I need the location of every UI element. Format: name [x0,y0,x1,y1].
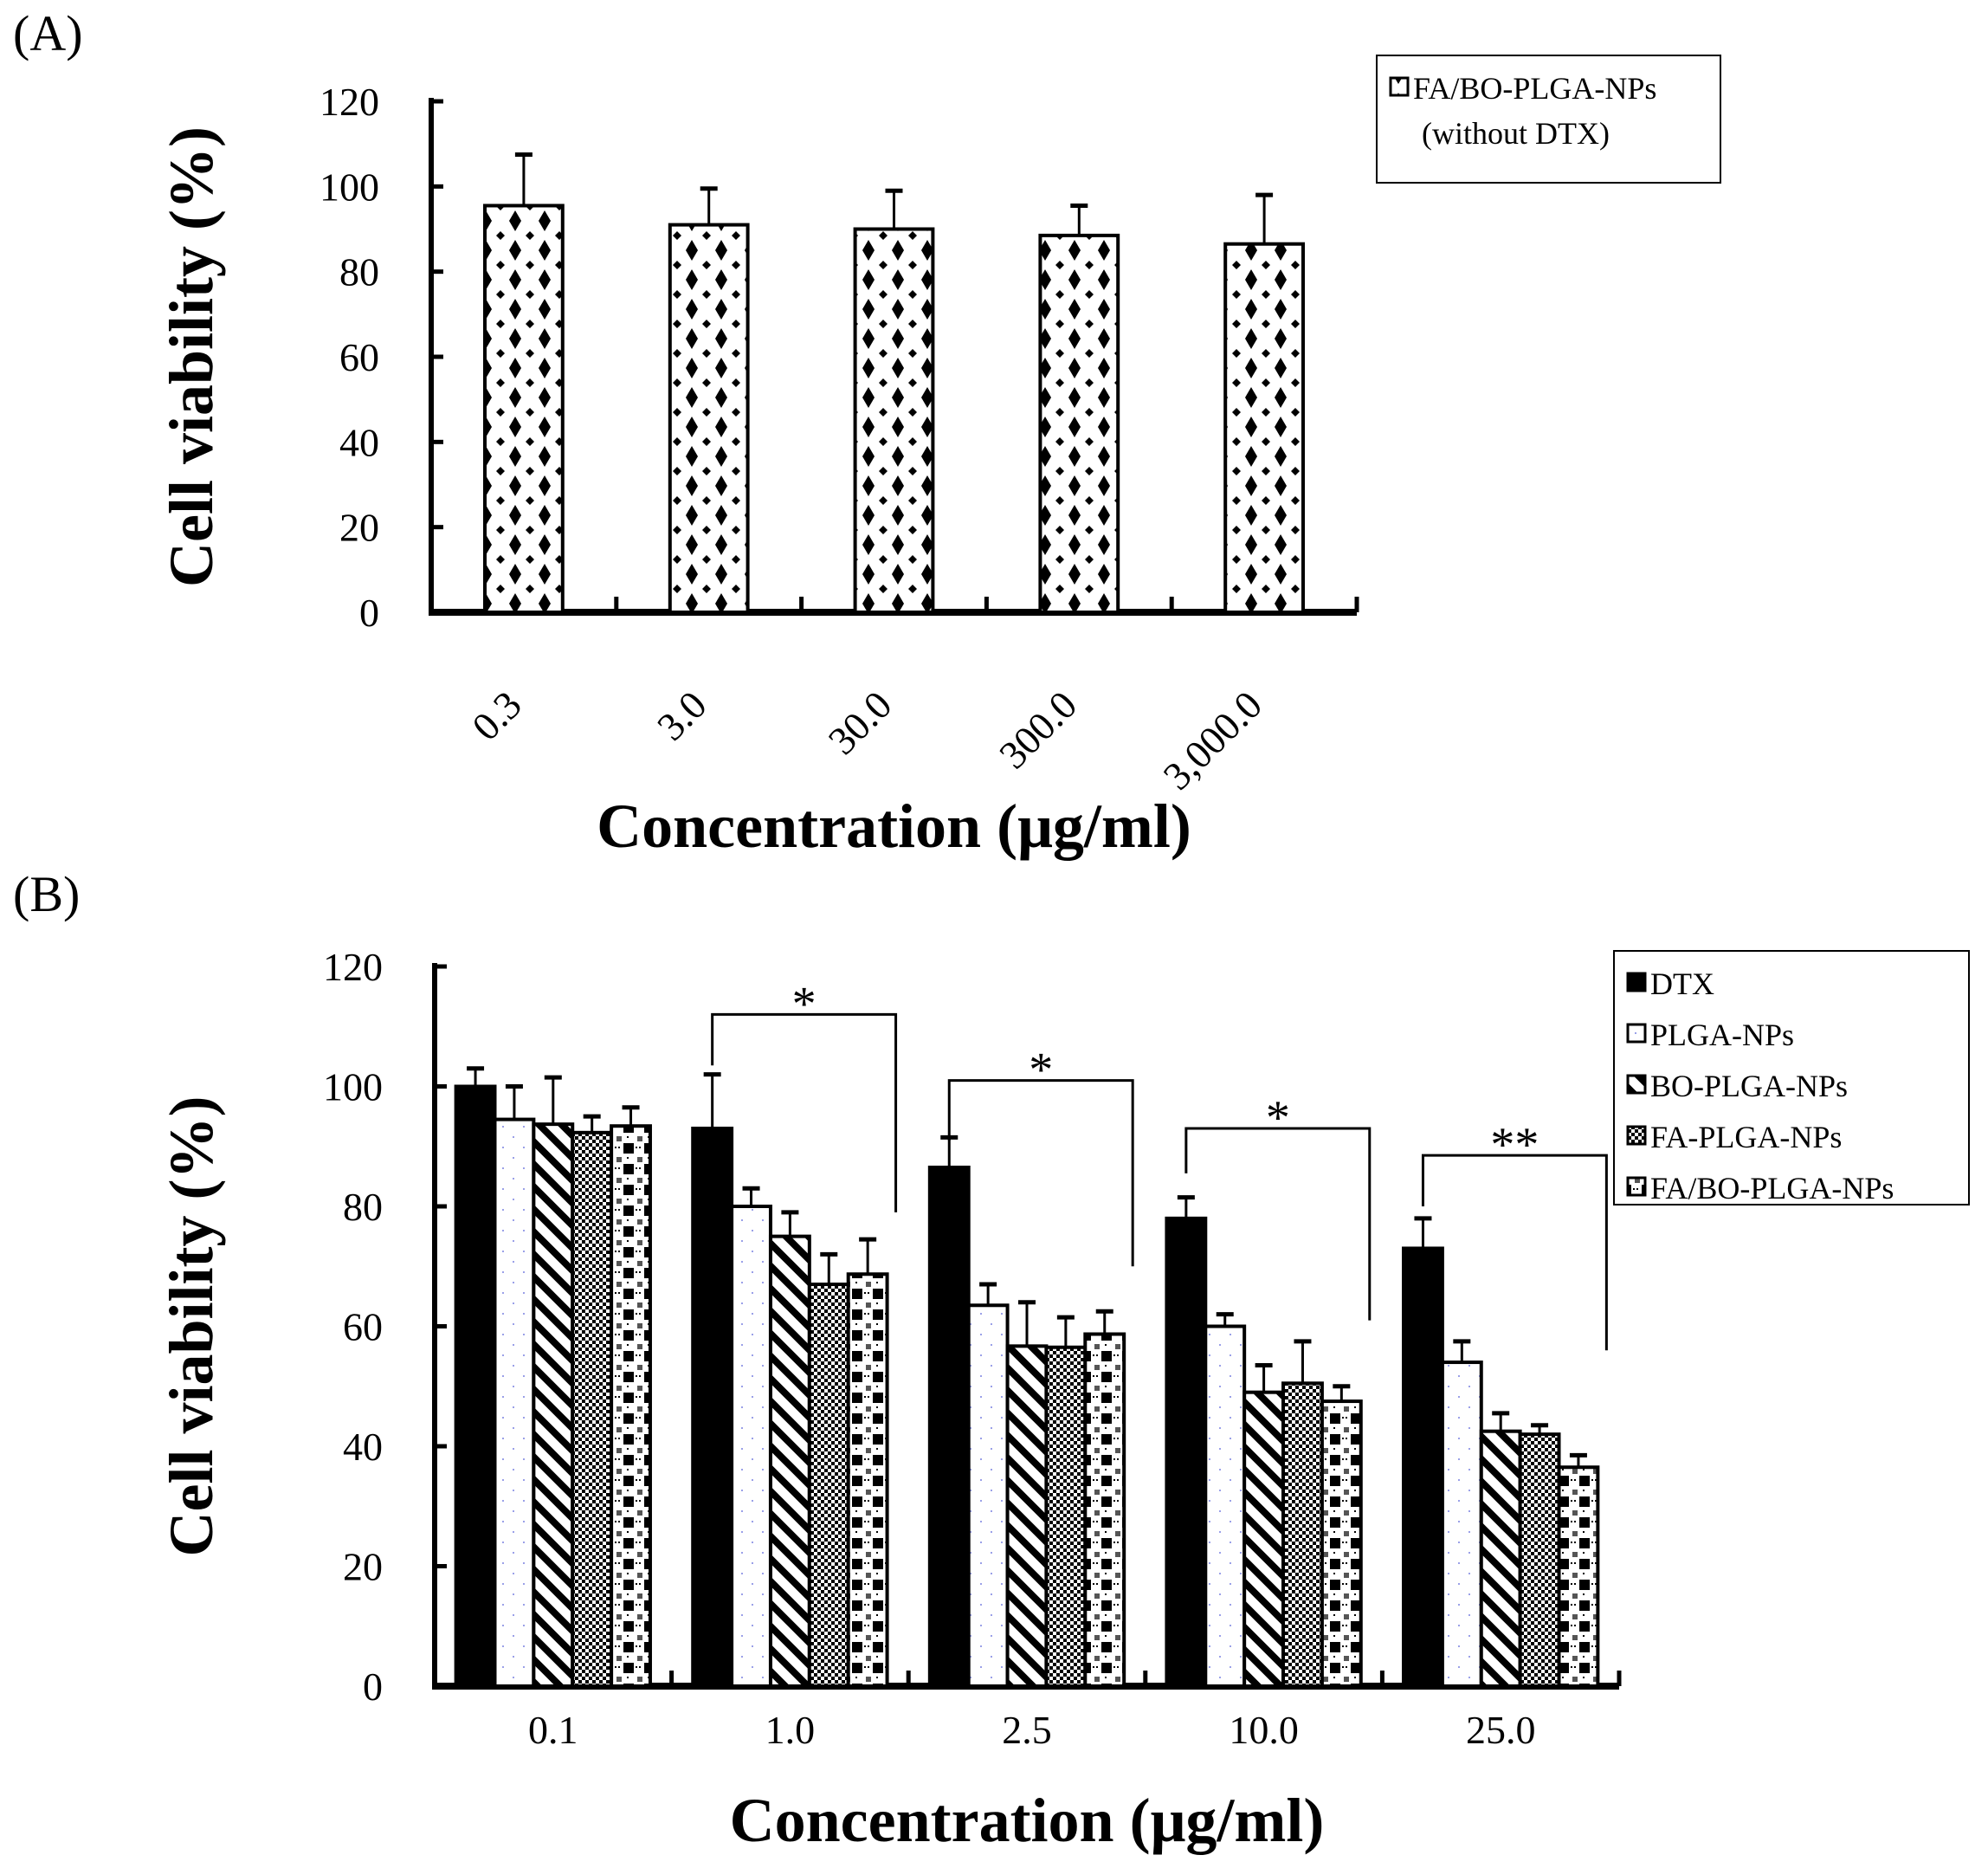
x-tick-label: 2.5 [1002,1708,1052,1752]
legend-label: FA-PLGA-NPs [1650,1120,1842,1154]
bar-plga-nps-1.0 [730,1205,772,1688]
x-tick-label: 3,000.0 [1155,682,1271,798]
x-tick-label: 3.0 [649,682,715,749]
y-tick-label: 100 [320,165,379,209]
significance-label: * [1266,1091,1290,1145]
y-tick-label: 0 [359,591,379,635]
legend-box [1613,950,1970,1205]
bar-fa-bo-plga-nps-30.0 [853,227,935,614]
y-tick-label: 80 [343,1185,383,1229]
x-tick-label: 0.3 [463,682,530,749]
bar-dtx-25.0 [1402,1246,1444,1688]
legend-box [1376,55,1721,184]
bar-fa-plga-nps-0.1 [571,1130,614,1688]
y-tick-label: 120 [323,945,383,989]
legend-label: FA/BO-PLGA-NPs [1413,71,1656,106]
bar-plga-nps-2.5 [966,1303,1010,1688]
y-tick-label: 40 [343,1425,383,1469]
y-tick-label: 120 [320,80,379,124]
x-axis-title: Concentration (μg/ml) [730,1786,1325,1855]
x-tick-label: 10.0 [1229,1708,1299,1752]
y-tick-label: 0 [363,1664,383,1709]
legend-swatch [1626,972,1647,992]
bar-dtx-0.1 [454,1084,497,1688]
x-tick-label: 30.0 [820,682,900,763]
legend-swatch [1626,1023,1647,1044]
legend: FA/BO-PLGA-NPs (without DTX) [1376,55,1721,184]
legend-swatch [1626,1074,1647,1095]
bar-dtx-1.0 [691,1126,734,1688]
bar-bo-plga-nps-2.5 [1005,1344,1049,1689]
x-axis-title: Concentration (μg/ml) [597,792,1191,861]
y-tick-label: 80 [339,250,379,294]
legend-label: FA/BO-PLGA-NPs [1650,1171,1894,1205]
bar-fa-bo-plga-nps-3.0 [668,223,750,614]
bar-bo-plga-nps-25.0 [1479,1429,1522,1688]
bar-fa-plga-nps-1.0 [807,1283,850,1689]
bar-plga-nps-25.0 [1440,1361,1483,1689]
legend-swatch [1626,1176,1647,1197]
bar-fa-bo-plga-nps-1.0 [846,1272,889,1688]
bar-plga-nps-10.0 [1204,1324,1247,1688]
x-tick-label: 0.1 [528,1708,578,1752]
x-tick-label: 1.0 [765,1708,816,1752]
y-tick-label: 20 [339,506,379,550]
y-axis-title: Cell viability (%) [157,126,226,587]
bar-fa-plga-nps-10.0 [1281,1381,1324,1688]
y-tick-label: 20 [343,1545,383,1589]
bar-fa-plga-nps-25.0 [1518,1432,1561,1689]
bar-fa-bo-plga-nps-10.0 [1320,1399,1363,1688]
significance-bracket [1421,1154,1608,1351]
y-axis-title: Cell viability (%) [157,1096,226,1557]
significance-bracket [711,1012,898,1212]
significance-label: ** [1490,1118,1539,1172]
significance-label: * [1029,1044,1053,1097]
legend-label: BO-PLGA-NPs [1650,1069,1848,1103]
y-tick-label: 60 [343,1305,383,1349]
legend: DTX PLGA-NPs BO-PLGA-NPs FA-PLGA-NPs FA/BO-P… [1613,950,1970,1205]
x-tick-label: 25.0 [1466,1708,1536,1752]
legend-swatch [1626,1125,1647,1146]
y-tick-label: 40 [339,420,379,464]
x-tick-label: 300.0 [991,682,1085,777]
legend-swatch [1389,76,1410,97]
panel-label: (A) [13,5,83,61]
y-tick-label: 60 [339,335,379,379]
significance-bracket [1184,1127,1372,1321]
bar-fa-plga-nps-2.5 [1044,1345,1088,1689]
bar-bo-plga-nps-1.0 [768,1234,811,1688]
significance-label: * [792,977,816,1031]
bar-bo-plga-nps-10.0 [1242,1390,1286,1689]
panel-b: (B) 0 20 40 60 80 100 120 Cell viability (%) Conc… [13,866,1970,1855]
bar-fa-bo-plga-nps-0.1 [610,1124,652,1688]
bar-bo-plga-nps-0.1 [532,1122,575,1688]
bar-fa-bo-plga-nps-300.0 [1038,233,1120,614]
panel-a: (A) 0 20 40 60 80 100 120 Cell viability (%) Conc… [13,5,1721,861]
significance-bracket [947,1079,1134,1267]
bar-fa-bo-plga-nps-25.0 [1557,1465,1600,1689]
bar-fa-bo-plga-nps-3,000.0 [1223,242,1305,614]
legend-label-line2: (without DTX) [1422,116,1610,151]
legend-label: PLGA-NPs [1650,1018,1794,1052]
bar-fa-bo-plga-nps-2.5 [1083,1332,1126,1688]
bar-fa-bo-plga-nps-0.3 [483,204,565,614]
y-tick-label: 100 [323,1065,383,1109]
bar-plga-nps-0.1 [493,1117,536,1688]
legend-label: DTX [1650,966,1714,1001]
bar-dtx-2.5 [927,1165,971,1689]
bar-dtx-10.0 [1165,1216,1208,1688]
panel-label: (B) [13,866,80,922]
